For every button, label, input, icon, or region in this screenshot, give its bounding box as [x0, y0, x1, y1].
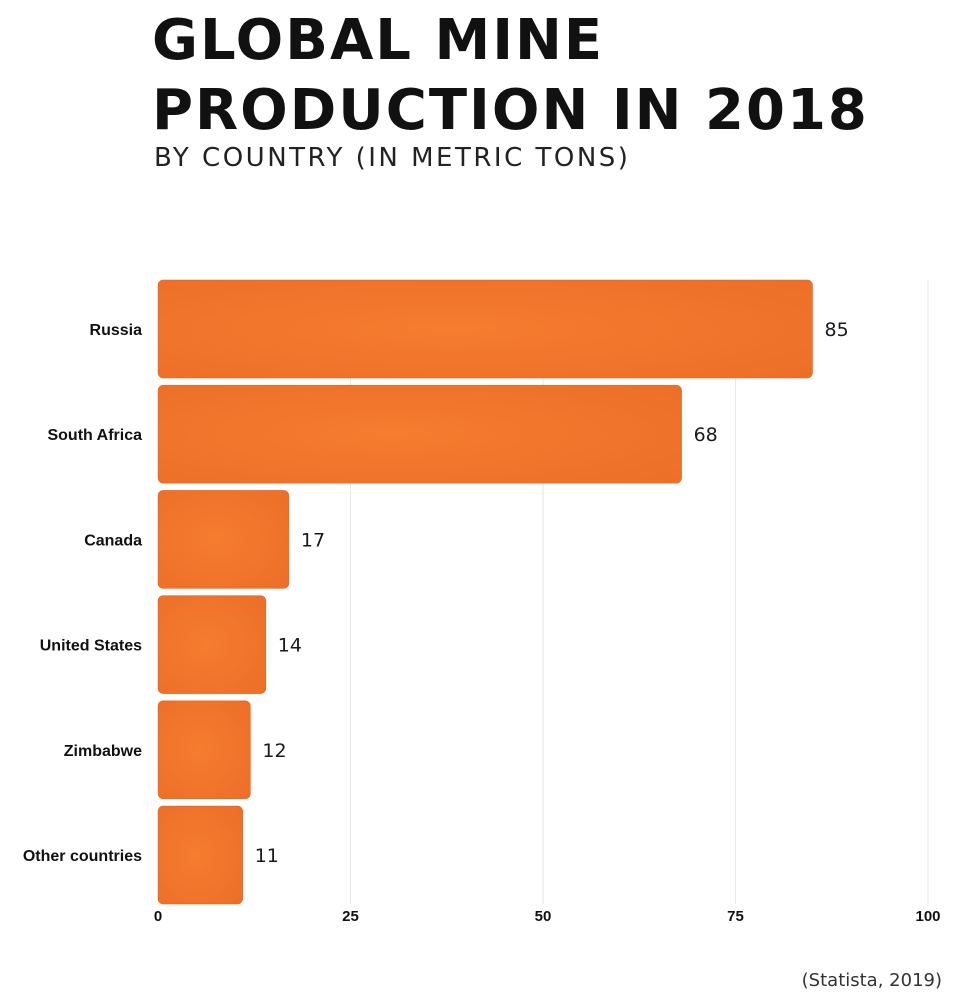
data-label: 11 [255, 845, 279, 867]
category-label: Zimbabwe [64, 743, 142, 760]
data-label: 14 [278, 635, 302, 657]
category-label: Russia [90, 322, 143, 339]
category-label: South Africa [47, 427, 142, 444]
chart-subtitle: BY COUNTRY (IN METRIC TONS) [154, 143, 631, 173]
data-label: 85 [825, 319, 849, 341]
x-tick-label: 25 [342, 908, 359, 925]
chart-title-line-2: PRODUCTION IN 2018 [152, 78, 869, 143]
x-axis-ticks: 0 25 50 75 100 [154, 908, 941, 925]
bar-united-states [157, 595, 267, 694]
bars [157, 279, 813, 905]
data-label: 68 [694, 424, 718, 446]
data-labels: 85 68 17 14 12 11 [255, 319, 849, 867]
bar-canada [157, 490, 290, 589]
bar-zimbabwe [157, 700, 251, 800]
grid-lines [350, 280, 929, 904]
category-label: Canada [84, 532, 142, 549]
category-label: United States [40, 638, 142, 655]
source-note: (Statista, 2019) [801, 970, 942, 991]
data-label: 12 [262, 740, 286, 762]
x-tick-label: 0 [154, 908, 162, 925]
data-label: 17 [301, 529, 325, 551]
x-tick-label: 75 [727, 908, 744, 925]
x-tick-label: 50 [535, 908, 552, 925]
category-label: Other countries [23, 848, 142, 865]
chart-title: GLOBAL MINE PRODUCTION IN 2018 [152, 6, 869, 146]
bar-south-africa [157, 384, 682, 484]
category-labels: Russia South Africa Canada United States Zim… [23, 322, 142, 865]
bar-russia [157, 279, 813, 379]
bar-other-countries [157, 805, 243, 905]
x-tick-label: 100 [915, 908, 940, 925]
chart-title-line-1: GLOBAL MINE [152, 8, 605, 73]
